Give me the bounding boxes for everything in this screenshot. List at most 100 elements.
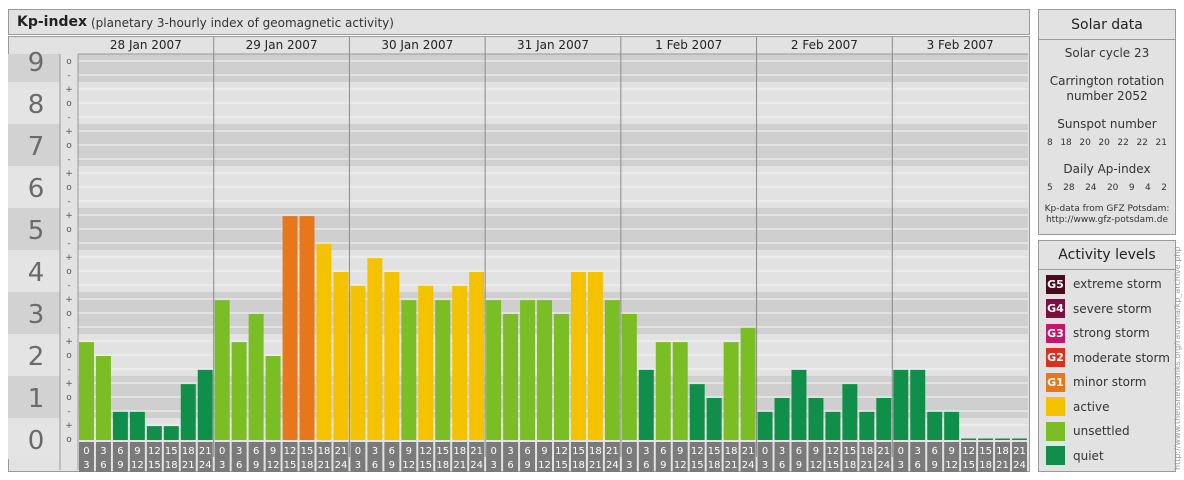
interval-start-label: 18 xyxy=(589,446,602,457)
source-link[interactable]: http://www.gfz-potsdam.de xyxy=(1045,215,1169,225)
interval-start-label: 0 xyxy=(490,446,496,457)
kp-bar xyxy=(180,384,196,440)
interval-end-label: 18 xyxy=(844,460,857,471)
interval-start-label: 3 xyxy=(779,446,785,457)
kp-bar xyxy=(604,300,620,440)
interval-end-label: 24 xyxy=(606,460,619,471)
interval-end-label: 12 xyxy=(267,460,280,471)
kp-bar xyxy=(282,216,298,440)
solar-data-title: Solar data xyxy=(1071,17,1143,33)
interval-start-label: 3 xyxy=(100,446,106,457)
y-axis-band xyxy=(8,166,60,208)
interval-box xyxy=(316,442,332,472)
kp-bar xyxy=(740,327,756,440)
ap-title: Daily Ap-index xyxy=(1063,162,1151,176)
chart-subtitle: (planetary 3-hourly index of geomagnetic… xyxy=(91,16,394,30)
interval-start-label: 3 xyxy=(372,446,378,457)
interval-end-label: 3 xyxy=(898,460,904,471)
day-label: 2 Feb 2007 xyxy=(791,38,858,52)
interval-box xyxy=(621,442,637,472)
interval-end-label: 9 xyxy=(117,460,123,471)
interval-end-label: 3 xyxy=(83,460,89,471)
interval-box xyxy=(384,442,400,472)
solar-data-panel: Solar data Solar cycle 23 Carrington rot… xyxy=(1038,9,1176,235)
kp-bar xyxy=(825,411,841,440)
interval-start-label: 12 xyxy=(284,446,297,457)
interval-start-label: 9 xyxy=(541,446,547,457)
y-sub-mark: + xyxy=(65,169,73,179)
kp-bar xyxy=(910,369,926,440)
interval-start-label: 21 xyxy=(470,446,483,457)
interval-start-label: 21 xyxy=(742,446,755,457)
kp-bar xyxy=(791,369,807,440)
interval-end-label: 15 xyxy=(419,460,432,471)
interval-box xyxy=(604,442,620,472)
y-tick-label: 4 xyxy=(28,258,45,288)
interval-box xyxy=(265,442,281,472)
interval-box xyxy=(859,442,875,472)
kp-bar xyxy=(842,384,858,440)
date-header xyxy=(78,37,1028,54)
activity-level-swatch: G1 xyxy=(1046,372,1065,392)
kp-chart: 0123456789+o+o-+o-+o-+o-+o-+o-+o-+o-o-28… xyxy=(8,36,1030,472)
kp-bar xyxy=(146,426,162,440)
kp-bar xyxy=(231,342,247,440)
interval-box xyxy=(740,442,756,472)
y-axis-band xyxy=(8,124,60,166)
activity-level-swatch: G2 xyxy=(1046,348,1065,367)
kp-bar xyxy=(944,411,960,440)
interval-start-label: 15 xyxy=(572,446,585,457)
carrington-line-2: number 2052 xyxy=(1066,89,1148,103)
kp-bar xyxy=(112,411,128,440)
watermark-url: http://www.theusnewbanks.org/rauvana/kp_… xyxy=(1173,246,1182,470)
interval-box xyxy=(554,442,569,472)
kp-bar xyxy=(961,438,977,440)
y-sub-mark: + xyxy=(65,127,73,137)
y-axis-band xyxy=(8,208,60,250)
activity-level-swatch: G4 xyxy=(1046,299,1065,318)
kp-bar xyxy=(757,411,773,440)
interval-box xyxy=(1012,442,1027,472)
kp-bar xyxy=(808,398,824,440)
sunspot-value: 22 xyxy=(1117,138,1129,148)
interval-start-label: 15 xyxy=(165,446,178,457)
interval-box xyxy=(112,442,128,472)
interval-end-label: 24 xyxy=(470,460,483,471)
kp-bar xyxy=(163,426,179,440)
activity-level-item: G5 extreme storm xyxy=(1046,274,1162,294)
interval-start-label: 21 xyxy=(1013,446,1026,457)
y-tick-label: 0 xyxy=(28,426,45,456)
interval-box xyxy=(469,442,485,472)
day-label: 29 Jan 2007 xyxy=(246,38,318,52)
interval-box xyxy=(520,442,536,472)
interval-end-label: 9 xyxy=(389,460,395,471)
interval-end-label: 3 xyxy=(490,460,496,471)
y-tick-label: 6 xyxy=(28,174,45,204)
chart-title-bar: Kp-index (planetary 3-hourly index of ge… xyxy=(8,9,1030,35)
interval-end-label: 6 xyxy=(100,460,106,471)
interval-end-label: 15 xyxy=(148,460,161,471)
activity-levels-panel: Activity levels G5 extreme storm G4 severe … xyxy=(1038,240,1176,472)
interval-start-label: 3 xyxy=(915,446,921,457)
kp-bar xyxy=(79,342,94,440)
activity-level-item: quiet xyxy=(1046,446,1104,466)
interval-end-label: 3 xyxy=(355,460,361,471)
ap-value: 28 xyxy=(1063,183,1075,193)
activity-level-swatch xyxy=(1046,421,1065,441)
day-label: 28 Jan 2007 xyxy=(110,38,182,52)
sunspot-values: 8 18 20 20 22 22 21 xyxy=(1047,138,1167,148)
interval-start-label: 12 xyxy=(555,446,568,457)
interval-end-label: 21 xyxy=(182,460,195,471)
interval-end-label: 24 xyxy=(742,460,755,471)
interval-end-label: 3 xyxy=(219,460,225,471)
interval-start-label: 18 xyxy=(182,446,195,457)
kp-bar xyxy=(469,272,485,440)
sunspot-value: 18 xyxy=(1060,138,1072,148)
interval-start-label: 3 xyxy=(236,446,242,457)
interval-end-label: 6 xyxy=(643,460,649,471)
interval-start-label: 9 xyxy=(677,446,683,457)
interval-box xyxy=(689,442,705,472)
interval-box xyxy=(537,442,552,472)
y-sub-mark: + xyxy=(65,379,73,389)
interval-start-label: 0 xyxy=(762,446,768,457)
